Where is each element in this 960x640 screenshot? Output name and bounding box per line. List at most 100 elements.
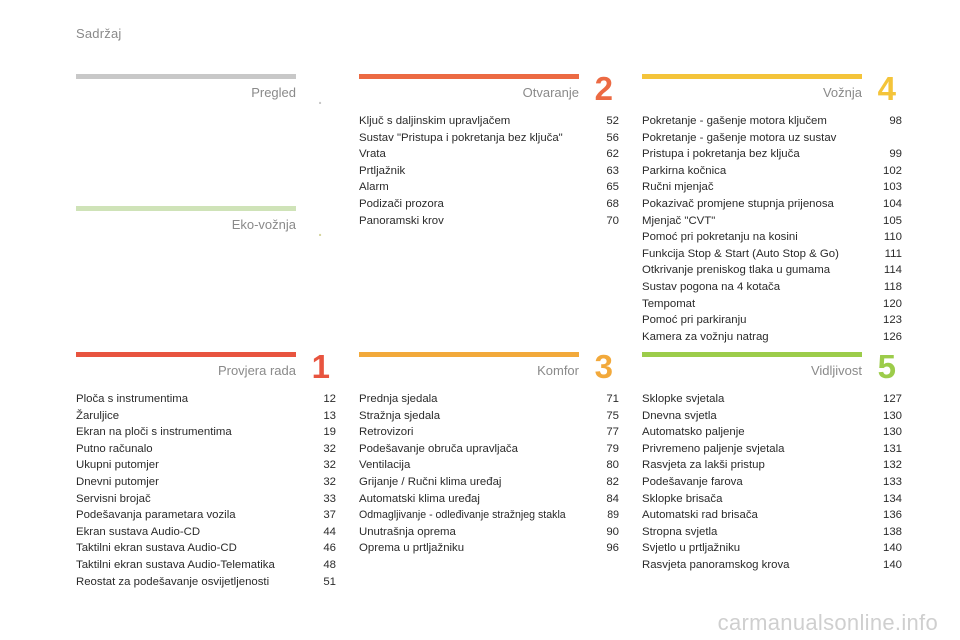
toc-item-page: 48	[323, 558, 336, 571]
toc-item-page: 32	[323, 475, 336, 488]
toc-item-page: 70	[606, 214, 619, 227]
section-title[interactable]: Otvaranje	[522, 85, 579, 100]
toc-item-page: 79	[606, 442, 619, 455]
toc-item-label: Ključ s daljinskim upravljačem	[359, 115, 511, 127]
toc-item-label: Rasvjeta za lakši pristup	[642, 459, 765, 472]
toc-item[interactable]: Taktilni ekran sustava Audio-Telematika 4…	[76, 557, 336, 574]
toc-item[interactable]: Parkirna kočnica 102	[642, 163, 902, 180]
section-number: 1	[311, 348, 330, 385]
toc-item[interactable]: Sustav "Pristupa i pokretanja bez ključa…	[359, 130, 619, 147]
section-provjera-rada: Provjera rada 1 Ploča s instrumentima 12 Ž…	[76, 348, 336, 590]
toc-item[interactable]: Odmagljivanje - odleđivanje stražnjeg st…	[359, 507, 619, 524]
section-title[interactable]: Pregled	[251, 85, 296, 100]
toc-list: Ploča s instrumentima 12 Žaruljice 13 Ekran …	[76, 391, 336, 590]
toc-item[interactable]: Stražnja sjedala 75	[359, 408, 619, 425]
toc-item[interactable]: Tempomat 120	[642, 296, 902, 313]
toc-item-label: Podešavanje obruča upravljača	[359, 442, 518, 455]
toc-item[interactable]: Pomoć pri parkiranju 123	[642, 312, 902, 329]
toc-item-page: 33	[323, 492, 336, 505]
toc-item-label: Odmagljivanje - odleđivanje stražnjeg st…	[359, 509, 566, 522]
toc-item[interactable]: Vrata 62	[359, 146, 619, 163]
toc-item[interactable]: Žaruljice 13	[76, 408, 336, 425]
toc-item[interactable]: Panoramski krov 70	[359, 213, 619, 230]
section-title[interactable]: Eko-vožnja	[231, 217, 296, 232]
section-title[interactable]: Vožnja	[822, 85, 862, 100]
toc-item-label: Taktilni ekran sustava Audio-CD	[76, 542, 237, 555]
toc-item[interactable]: Otkrivanje preniskog tlaka u gumama 114	[642, 262, 902, 279]
toc-item[interactable]: Prednja sjedala 71	[359, 391, 619, 408]
toc-item[interactable]: Taktilni ekran sustava Audio-CD 46	[76, 540, 336, 557]
toc-item-label: Dnevna svjetla	[642, 409, 717, 422]
toc-item[interactable]: Automatski rad brisača 136	[642, 507, 902, 524]
toc-item[interactable]: Dnevna svjetla 130	[642, 408, 902, 425]
toc-item[interactable]: Funkcija Stop & Start (Auto Stop & Go) 11…	[642, 246, 902, 263]
toc-item-page: 118	[883, 280, 902, 293]
toc-item[interactable]: Reostat za podešavanje osvijetljenosti 51	[76, 574, 336, 591]
toc-item[interactable]: Podešavanje obruča upravljača 79	[359, 441, 619, 458]
toc-item[interactable]: Ventilacija 80	[359, 457, 619, 474]
section-bar	[76, 206, 296, 211]
toc-item-page: 56	[606, 131, 619, 144]
toc-item[interactable]: Putno računalo 32	[76, 441, 336, 458]
toc-item[interactable]: Stropna svjetla 138	[642, 524, 902, 541]
toc-item[interactable]: Kamera za vožnju natrag 126	[642, 329, 902, 346]
toc-list: Ključ s daljinskim upravljačem 52 Sustav "…	[359, 113, 619, 229]
toc-item[interactable]: Sustav pogona na 4 kotača 118	[642, 279, 902, 296]
toc-item[interactable]: Prtljažnik 63	[359, 163, 619, 180]
toc-item-label: Sklopke svjetala	[642, 393, 725, 405]
toc-item[interactable]: Podešavanja parametara vozila 37	[76, 507, 336, 524]
section-komfor: Komfor 3 Prednja sjedala 71 Stražnja sjeda…	[359, 348, 619, 557]
toc-item[interactable]: Sklopke svjetala 127	[642, 391, 902, 408]
toc-item[interactable]: Retrovizori 77	[359, 424, 619, 441]
toc-item-page: 75	[606, 409, 619, 422]
toc-item[interactable]: Alarm 65	[359, 179, 619, 196]
section-pregled[interactable]: Pregled .	[76, 74, 336, 113]
toc-item[interactable]: Ključ s daljinskim upravljačem 52	[359, 113, 619, 130]
toc-item[interactable]: Unutrašnja oprema 90	[359, 524, 619, 541]
toc-item-page: 98	[889, 115, 902, 127]
toc-item[interactable]: Dnevni putomjer 32	[76, 474, 336, 491]
toc-item-label: Pomoć pri pokretanju na kosini	[642, 231, 798, 244]
toc-item[interactable]: Podizači prozora 68	[359, 196, 619, 213]
section-title[interactable]: Vidljivost	[810, 363, 862, 378]
toc-item-page: 71	[606, 393, 619, 405]
toc-item-label: Sklopke brisača	[642, 492, 723, 505]
toc-item-page: 46	[323, 542, 336, 555]
toc-item-label: Svjetlo u prtljažniku	[642, 542, 741, 555]
toc-item-page: 114	[883, 264, 902, 277]
toc-item-label: Mjenjač "CVT"	[642, 214, 716, 227]
toc-item[interactable]: Sklopke brisača 134	[642, 491, 902, 508]
toc-item-page: 105	[882, 214, 902, 227]
toc-item[interactable]: Pokretanje - gašenje motora uz sustav Pr…	[642, 130, 902, 163]
toc-item[interactable]: Pokazivač promjene stupnja prijenosa 104	[642, 196, 902, 213]
toc-item-page: 90	[606, 525, 619, 538]
toc-item[interactable]: Oprema u prtljažniku 96	[359, 540, 619, 557]
toc-item[interactable]: Pokretanje - gašenje motora ključem 98	[642, 113, 902, 130]
toc-item[interactable]: Ukupni putomjer 32	[76, 457, 336, 474]
toc-item[interactable]: Ekran sustava Audio-CD 44	[76, 524, 336, 541]
toc-item-label: Prednja sjedala	[359, 393, 438, 405]
section-number: 2	[594, 70, 613, 107]
toc-item[interactable]: Rasvjeta panoramskog krova 140	[642, 557, 902, 574]
toc-item[interactable]: Automatsko paljenje 130	[642, 424, 902, 441]
toc-item-page: 89	[607, 509, 619, 522]
toc-item[interactable]: Pomoć pri pokretanju na kosini 110	[642, 229, 902, 246]
toc-item[interactable]: Mjenjač "CVT" 105	[642, 213, 902, 230]
toc-item[interactable]: Podešavanje farova 133	[642, 474, 902, 491]
toc-item[interactable]: Rasvjeta za lakši pristup 132	[642, 457, 902, 474]
section-bar	[76, 74, 296, 79]
toc-item-page: 140	[882, 558, 902, 571]
toc-item[interactable]: Svjetlo u prtljažniku 140	[642, 540, 902, 557]
toc-item[interactable]: Ekran na ploči s instrumentima 19	[76, 424, 336, 441]
section-bar	[76, 352, 296, 357]
section-title[interactable]: Komfor	[537, 363, 579, 378]
toc-item[interactable]: Ploča s instrumentima 12	[76, 391, 336, 408]
toc-item[interactable]: Ručni mjenjač 103	[642, 179, 902, 196]
toc-item[interactable]: Grijanje / Ručni klima uređaj 82	[359, 474, 619, 491]
section-eko-voznja[interactable]: Eko-vožnja .	[76, 206, 336, 245]
toc-item[interactable]: Privremeno paljenje svjetala 131	[642, 441, 902, 458]
toc-item-page: 77	[606, 426, 619, 439]
section-title[interactable]: Provjera rada	[217, 363, 296, 378]
toc-item[interactable]: Automatski klima uređaj 84	[359, 491, 619, 508]
toc-item[interactable]: Servisni brojač 33	[76, 491, 336, 508]
